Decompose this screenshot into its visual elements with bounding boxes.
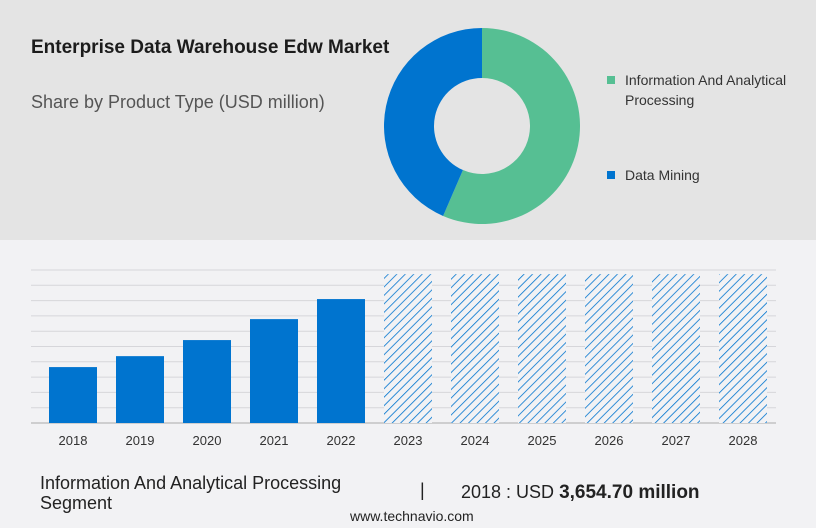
x-tick-label: 2025 (528, 433, 557, 448)
x-tick-label: 2027 (662, 433, 691, 448)
x-tick-label: 2018 (59, 433, 88, 448)
donut-chart (384, 28, 580, 224)
legend-item-information: Information And Analytical Processing (607, 70, 787, 110)
chart-title: Enterprise Data Warehouse Edw Market (31, 37, 390, 58)
year-label: 2018 : USD (461, 482, 555, 502)
x-tick-label: 2022 (327, 433, 356, 448)
x-tick-label: 2020 (193, 433, 222, 448)
website: www.technavio.com (350, 508, 474, 524)
x-tick-label: 2021 (260, 433, 289, 448)
forecast-bar (451, 274, 499, 423)
bars (49, 274, 767, 423)
legend-label: Information And Analytical Processing (625, 72, 787, 108)
segment-value: 2018 : USD 3,654.70 million (461, 482, 700, 504)
forecast-bar (652, 274, 700, 423)
x-axis-labels: 2018 2019 2020 2021 2022 2023 2024 2025 2026 2027… (59, 433, 758, 448)
legend-item-data-mining: Data Mining (607, 165, 787, 185)
value-amount: 3,654.70 million (559, 482, 700, 503)
x-tick-label: 2019 (126, 433, 155, 448)
bar (116, 356, 164, 423)
bar (49, 367, 97, 423)
bar (317, 299, 365, 423)
legend-label: Data Mining (625, 167, 700, 183)
chart-subtitle: Share by Product Type (USD million) (31, 92, 325, 112)
bar (250, 319, 298, 423)
bar (183, 340, 231, 423)
separator: | (420, 480, 425, 500)
forecast-bar (518, 274, 566, 423)
x-tick-label: 2026 (595, 433, 624, 448)
x-tick-label: 2023 (394, 433, 423, 448)
x-tick-label: 2028 (729, 433, 758, 448)
donut-slice (443, 28, 580, 224)
forecast-bar (719, 274, 767, 423)
donut-slice (384, 28, 482, 216)
legend-swatch (607, 76, 615, 84)
forecast-bar (384, 274, 432, 423)
legend-swatch (607, 171, 615, 179)
segment-label: Information And Analytical Processing Se… (40, 473, 342, 513)
forecast-bar (585, 274, 633, 423)
x-tick-label: 2024 (461, 433, 490, 448)
